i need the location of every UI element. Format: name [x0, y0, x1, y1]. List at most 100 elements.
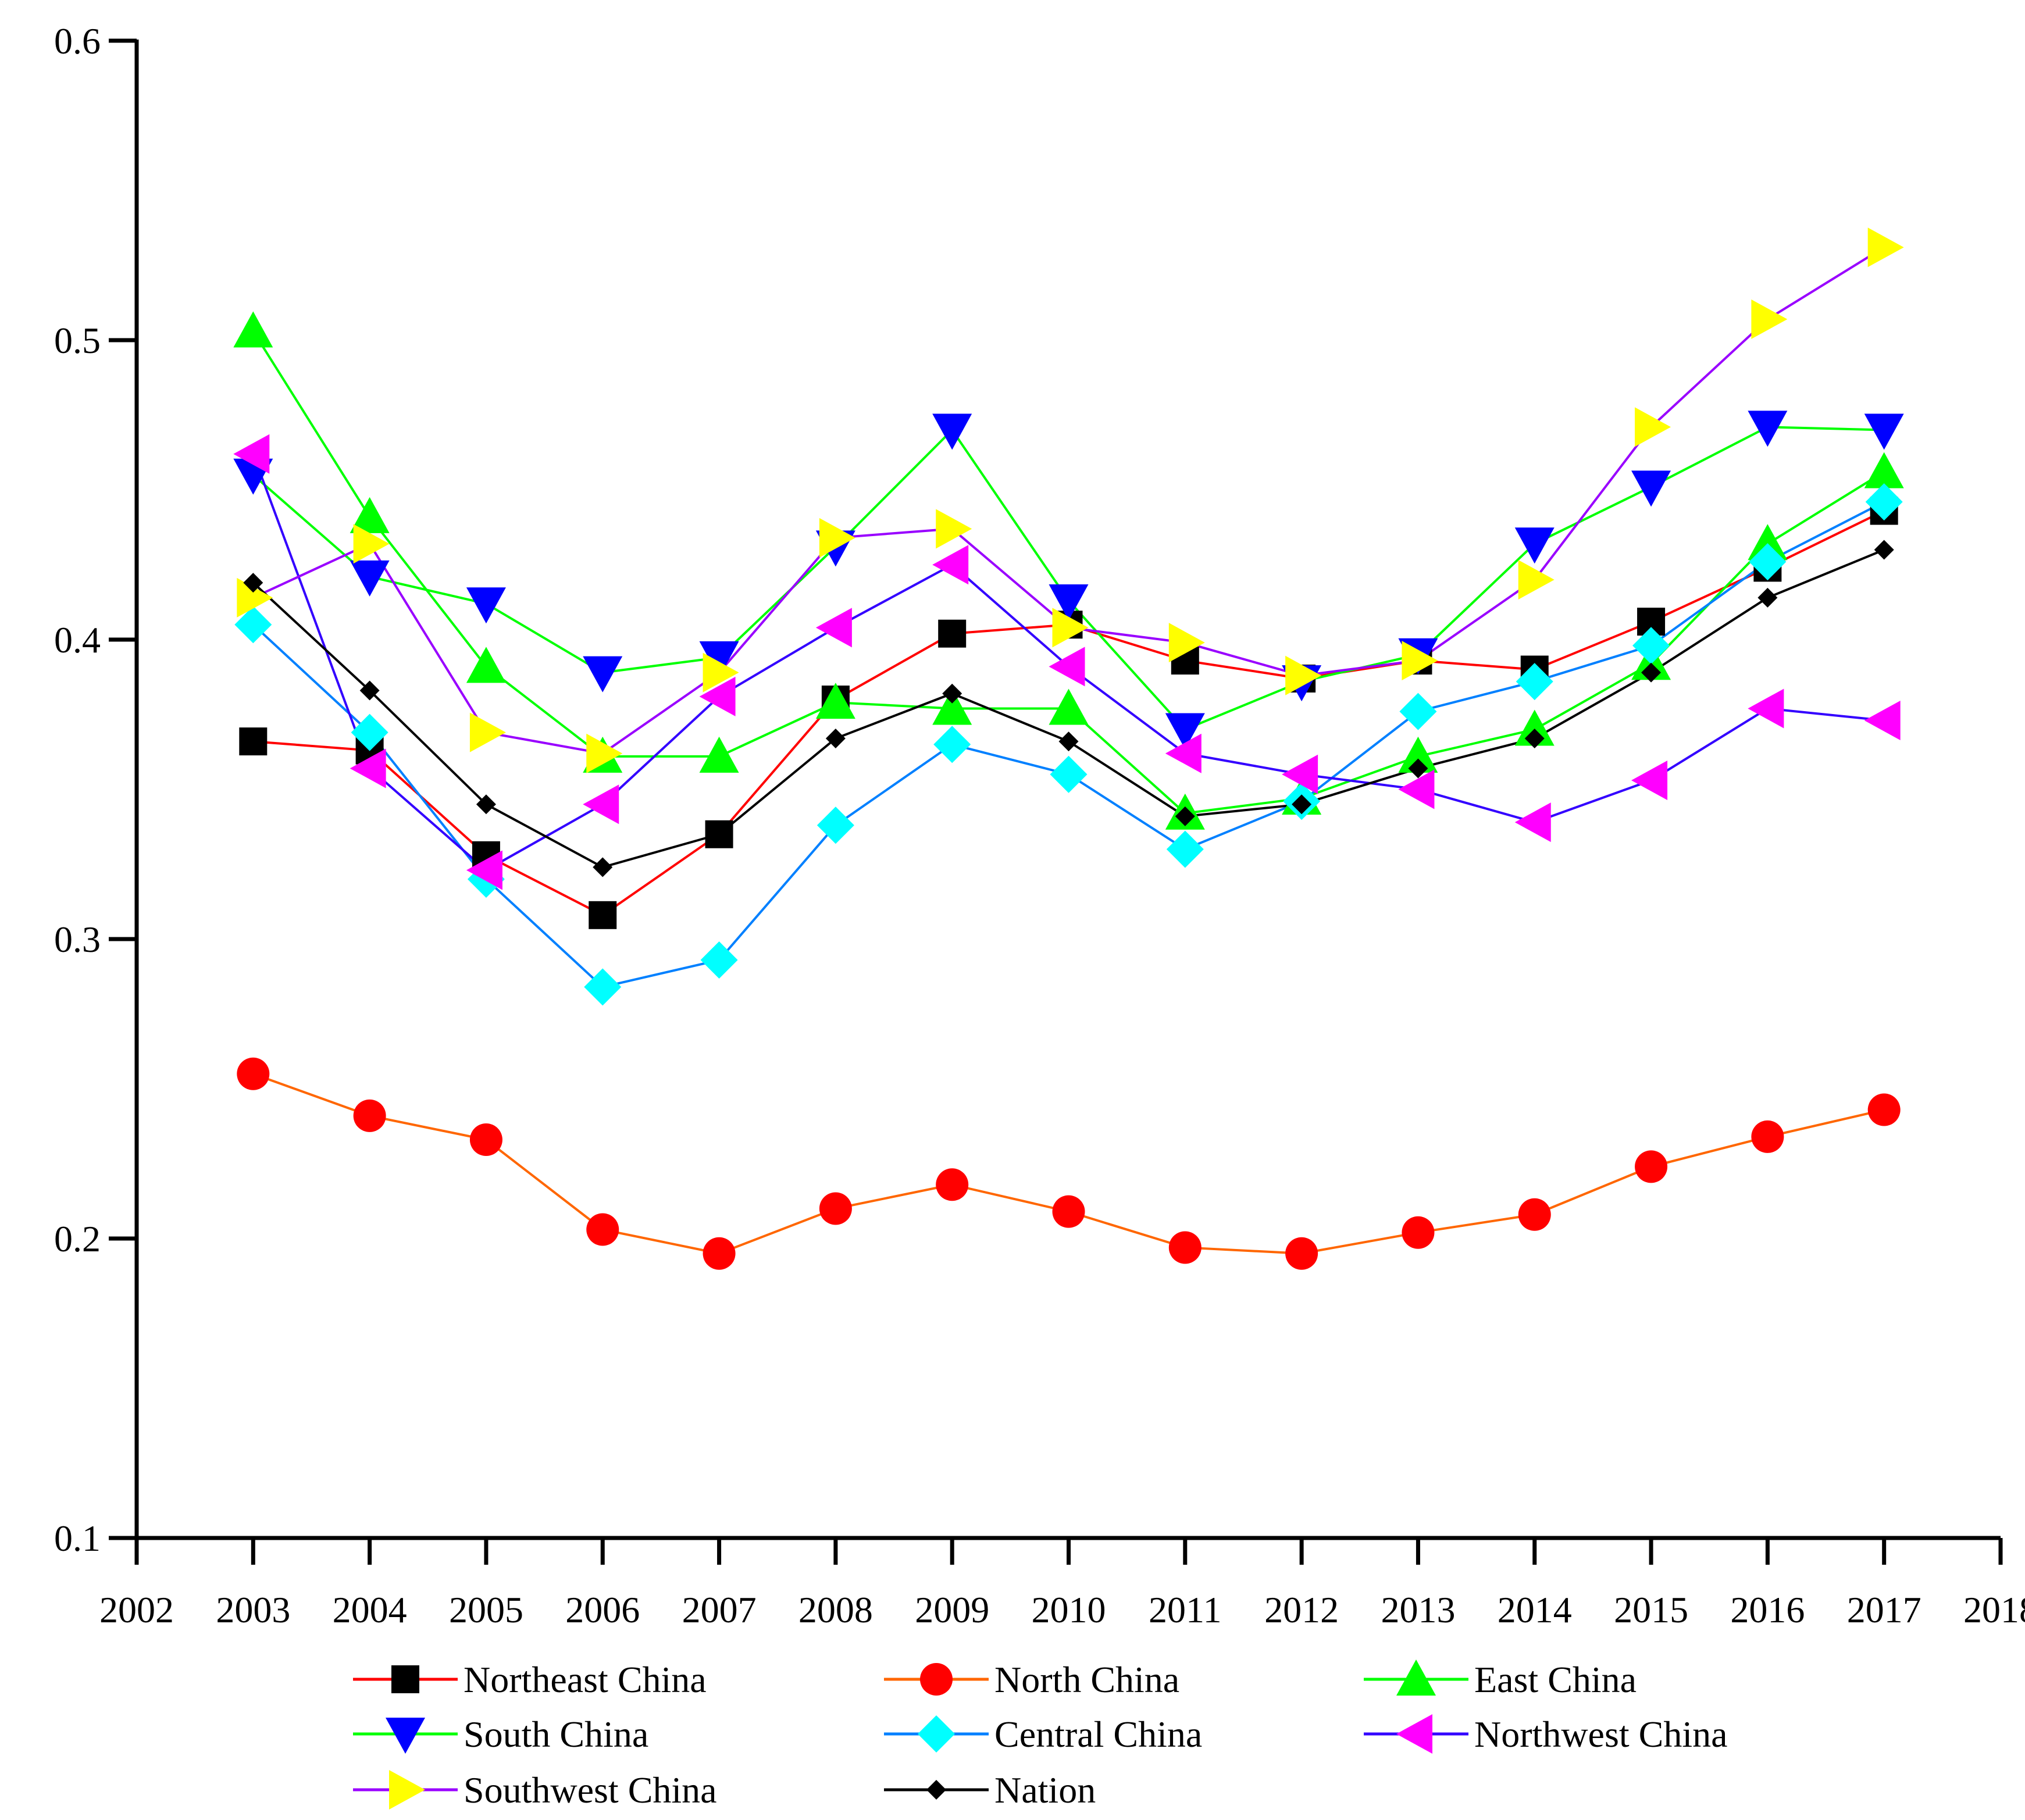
point-northwest-china-2010 — [1049, 647, 1085, 687]
point-nation-2005 — [476, 794, 496, 815]
point-southwest-china-2005 — [469, 712, 506, 752]
point-south-china-2011 — [1165, 713, 1205, 750]
legend-label: Northeast China — [464, 1659, 707, 1700]
legend-item-south-china: South China — [353, 1714, 648, 1755]
point-nation-2012 — [1292, 794, 1312, 815]
legend-item-north-china: North China — [884, 1659, 1179, 1700]
point-south-china-2006 — [583, 656, 623, 693]
legend-label: Northwest China — [1474, 1714, 1728, 1755]
point-north-china-2004 — [353, 1099, 386, 1132]
x-tick-label: 2008 — [798, 1589, 873, 1630]
point-northwest-china-2005 — [466, 850, 502, 890]
point-southwest-china-2010 — [1052, 608, 1089, 648]
point-central-china-2014 — [1516, 663, 1553, 701]
point-northwest-china-2013 — [1398, 769, 1435, 809]
point-southwest-china-2013 — [1402, 641, 1438, 681]
x-tick-label: 2014 — [1498, 1589, 1572, 1630]
x-tick-label: 2015 — [1614, 1589, 1688, 1630]
point-north-china-2012 — [1285, 1237, 1318, 1270]
point-northwest-china-2008 — [815, 608, 852, 648]
point-northwest-china-2015 — [1631, 761, 1668, 801]
point-northwest-china-2009 — [932, 545, 969, 585]
x-tick-label: 2007 — [682, 1589, 757, 1630]
legend-marker — [918, 1715, 955, 1753]
legend-label: Nation — [994, 1769, 1096, 1811]
point-northeast-china-2006 — [589, 901, 617, 929]
point-northwest-china-2014 — [1514, 802, 1551, 843]
point-central-china-2003 — [234, 606, 272, 644]
point-northwest-china-2011 — [1165, 733, 1202, 773]
x-tick-label: 2016 — [1730, 1589, 1805, 1630]
point-north-china-2017 — [1867, 1093, 1901, 1126]
point-central-china-2016 — [1749, 543, 1787, 581]
legend-item-northeast-china: Northeast China — [353, 1659, 707, 1700]
point-east-china-2017 — [1864, 452, 1904, 488]
point-south-china-2014 — [1514, 527, 1555, 564]
point-south-china-2015 — [1631, 470, 1671, 507]
point-nation-2011 — [1175, 806, 1195, 826]
point-nation-2010 — [1058, 731, 1079, 752]
point-nation-2008 — [825, 728, 846, 748]
point-north-china-2008 — [819, 1192, 852, 1225]
point-east-china-2007 — [699, 736, 739, 773]
legend-marker — [391, 1665, 419, 1693]
point-nation-2009 — [942, 683, 962, 704]
point-central-china-2004 — [351, 713, 388, 751]
point-north-china-2003 — [237, 1057, 270, 1090]
x-tick-label: 2017 — [1847, 1589, 1921, 1630]
x-tick-label: 2009 — [915, 1589, 989, 1630]
legend-label: Central China — [994, 1714, 1202, 1755]
point-nation-2016 — [1757, 587, 1778, 608]
x-tick-label: 2003 — [216, 1589, 290, 1630]
point-south-china-2005 — [466, 587, 506, 624]
point-central-china-2009 — [933, 726, 971, 763]
y-tick-label: 0.1 — [54, 1518, 101, 1559]
x-tick-label: 2013 — [1381, 1589, 1455, 1630]
point-nation-2017 — [1874, 540, 1894, 560]
x-tick-label: 2011 — [1149, 1589, 1222, 1630]
point-central-china-2008 — [817, 806, 854, 844]
point-south-china-2004 — [350, 560, 390, 597]
legend-marker — [920, 1663, 953, 1696]
point-southwest-china-2004 — [353, 524, 390, 564]
point-southwest-china-2011 — [1168, 623, 1205, 663]
point-northwest-china-2007 — [699, 676, 736, 716]
point-northeast-china-2003 — [239, 727, 268, 756]
point-southwest-china-2006 — [586, 733, 623, 773]
point-east-china-2009 — [932, 688, 972, 725]
point-nation-2015 — [1641, 662, 1662, 683]
x-tick-label: 2002 — [99, 1589, 174, 1630]
point-central-china-2013 — [1399, 693, 1437, 730]
legend-label: North China — [994, 1659, 1179, 1700]
legend-marker — [926, 1780, 946, 1800]
x-tick-label: 2012 — [1264, 1589, 1339, 1630]
point-north-china-2007 — [703, 1237, 736, 1270]
point-southwest-china-2008 — [819, 518, 855, 558]
series-markers — [233, 227, 1904, 1270]
point-east-china-2013 — [1398, 736, 1438, 773]
point-southwest-china-2016 — [1751, 299, 1788, 339]
axes: 0.1 0.2 0.3 0.4 0.5 0.6 2002 2003 2004 2005 2006 20… — [54, 20, 2025, 1630]
point-northwest-china-2016 — [1748, 688, 1784, 729]
legend-label: East China — [1474, 1659, 1637, 1700]
point-northwest-china-2017 — [1864, 701, 1901, 741]
point-nation-2013 — [1408, 758, 1428, 779]
x-tick-label: 2005 — [449, 1589, 523, 1630]
point-south-china-2017 — [1864, 413, 1904, 450]
point-nation-2007 — [709, 824, 729, 844]
point-south-china-2007 — [699, 641, 739, 677]
legend-item-southwest-china: Southwest China — [353, 1769, 717, 1811]
legend-marker — [389, 1770, 425, 1810]
legend-item-northwest-china: Northwest China — [1364, 1714, 1728, 1755]
y-tick-label: 0.5 — [54, 320, 101, 361]
point-central-china-2015 — [1632, 627, 1670, 665]
point-north-china-2009 — [936, 1168, 969, 1201]
point-southwest-china-2017 — [1867, 227, 1904, 267]
point-north-china-2015 — [1635, 1150, 1668, 1183]
point-east-china-2008 — [815, 683, 855, 719]
y-tick-label: 0.2 — [54, 1218, 101, 1259]
point-north-china-2013 — [1402, 1216, 1435, 1249]
point-southwest-china-2015 — [1635, 407, 1671, 447]
point-northeast-china-2009 — [938, 619, 967, 648]
